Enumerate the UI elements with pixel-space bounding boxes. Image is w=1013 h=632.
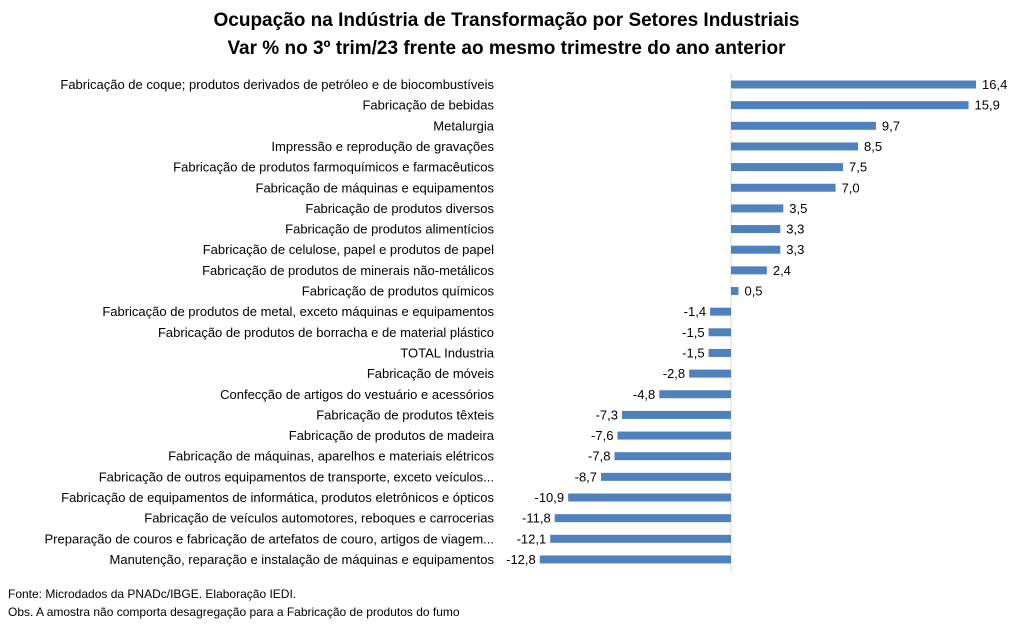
category-label: Fabricação de produtos têxteis [316, 407, 494, 422]
bar [659, 390, 731, 399]
category-label: Impressão e reprodução de gravações [271, 139, 494, 154]
category-label: Fabricação de celulose, papel e produtos… [203, 242, 494, 257]
chart-title: Ocupação na Indústria de Transformação p… [213, 10, 800, 31]
bar [708, 348, 731, 357]
bar [731, 266, 767, 275]
data-label: -11,8 [522, 511, 551, 526]
category-label: Fabricação de veículos automotores, rebo… [144, 511, 494, 526]
data-label: 0,5 [744, 284, 762, 299]
data-label: -1,4 [684, 304, 706, 319]
data-label: -1,5 [682, 345, 704, 360]
data-label: 3,3 [786, 242, 804, 257]
data-label: -12,8 [506, 552, 536, 567]
data-label: 8,5 [864, 139, 882, 154]
bar [710, 307, 731, 316]
bar [731, 80, 977, 89]
bar [731, 121, 876, 130]
data-label: -2,8 [663, 366, 685, 381]
bar [601, 472, 731, 481]
data-label: 15,9 [975, 98, 1000, 113]
bar [617, 431, 731, 440]
data-label: 16,4 [982, 77, 1007, 92]
bar [550, 534, 731, 543]
category-label: TOTAL Industria [400, 345, 494, 360]
data-label: 7,0 [842, 180, 860, 195]
bar [731, 142, 858, 151]
category-label: Fabricação de móveis [367, 366, 495, 381]
data-label: -10,9 [535, 490, 565, 505]
data-label: -7,6 [591, 428, 613, 443]
bar [731, 287, 739, 295]
bar [731, 183, 836, 192]
bar [621, 410, 731, 419]
category-label: Fabricação de outros equipamentos de tra… [99, 469, 494, 484]
data-label: -8,7 [575, 469, 597, 484]
data-label: 3,5 [789, 201, 807, 216]
bar [568, 493, 731, 502]
source-note: Fonte: Microdados da PNADc/IBGE. Elabora… [8, 587, 297, 601]
data-label: 7,5 [849, 160, 867, 175]
bar [731, 225, 781, 234]
bar [689, 369, 731, 378]
data-label: -7,3 [596, 407, 618, 422]
category-label: Confecção de artigos do vestuário e aces… [220, 387, 494, 402]
bar [614, 452, 731, 461]
bar [554, 514, 731, 523]
category-label: Fabricação de produtos químicos [302, 284, 495, 299]
category-label: Fabricação de produtos farmoquímicos e f… [173, 160, 494, 175]
bar [731, 163, 844, 172]
category-label: Fabricação de produtos diversos [305, 201, 494, 216]
data-label: -4,8 [633, 387, 655, 402]
chart-subtitle: Var % no 3º trim/23 frente ao mesmo trim… [227, 38, 786, 59]
data-label: -1,5 [682, 325, 704, 340]
data-label: 2,4 [773, 263, 791, 278]
category-label: Manutenção, reparação e instalação de má… [110, 552, 495, 567]
category-label: Fabricação de equipamentos de informátic… [61, 490, 494, 505]
bar [708, 328, 731, 337]
sample-note: Obs. A amostra não comporta desagregação… [8, 605, 460, 619]
category-label: Fabricação de produtos de madeira [289, 428, 495, 443]
category-label: Fabricação de máquinas, aparelhos e mate… [168, 449, 494, 464]
category-label: Metalurgia [433, 118, 494, 133]
category-label: Fabricação de produtos alimentícios [285, 222, 494, 237]
bar [731, 204, 784, 213]
data-label: -12,1 [517, 531, 547, 546]
bar [539, 555, 731, 564]
category-label: Fabricação de produtos de borracha e de … [158, 325, 494, 340]
data-label: -7,8 [588, 449, 610, 464]
category-label: Fabricação de produtos de metal, exceto … [102, 304, 494, 319]
bar [731, 101, 969, 110]
bar [731, 245, 781, 254]
category-label: Fabricação de coque; produtos derivados … [60, 77, 494, 92]
data-label: 3,3 [786, 222, 804, 237]
category-label: Fabricação de bebidas [362, 98, 494, 113]
category-label: Fabricação de produtos de minerais não-m… [202, 263, 494, 278]
data-label: 9,7 [882, 118, 900, 133]
category-label: Preparação de couros e fabricação de art… [45, 531, 494, 546]
category-label: Fabricação de máquinas e equipamentos [256, 180, 495, 195]
